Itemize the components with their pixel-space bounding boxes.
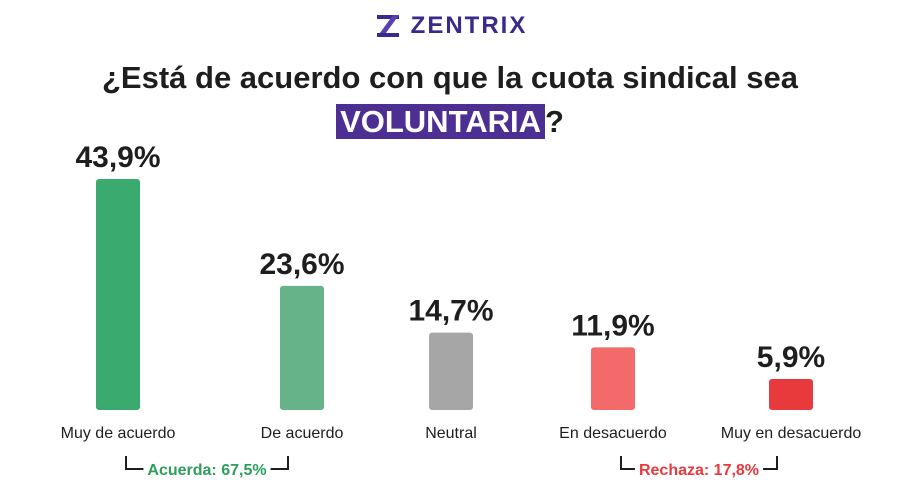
brand-logo: ZENTRIX	[0, 6, 900, 46]
bar-4	[769, 378, 813, 410]
chart-title: ¿Está de acuerdo con que la cuota sindic…	[0, 56, 900, 144]
bar-3	[591, 347, 635, 410]
group-label-0: Acuerda: 67,5%	[147, 462, 266, 479]
title-line-1: ¿Está de acuerdo con que la cuota sindic…	[101, 60, 798, 95]
category-label-1: De acuerdo	[261, 425, 344, 442]
bar-value-label-3: 11,9%	[571, 309, 654, 342]
bar-value-label-4: 5,9%	[757, 341, 825, 374]
title-highlight: VOLUNTARIA	[336, 104, 545, 139]
bar-value-label-1: 23,6%	[259, 248, 344, 281]
category-label-0: Muy de acuerdo	[61, 425, 176, 442]
brand-name: ZENTRIX	[410, 12, 528, 39]
category-label-4: Muy en desacuerdo	[721, 425, 862, 442]
group-bracket-left-0	[125, 456, 144, 470]
category-label-3: En desacuerdo	[559, 425, 667, 442]
group-bracket-right-0	[270, 456, 289, 470]
bar-0	[96, 179, 140, 410]
group-label-1: Rechaza: 17,8%	[639, 462, 759, 479]
bar-1	[280, 285, 324, 410]
group-bracket-right-1	[763, 456, 778, 470]
title-suffix: ?	[544, 104, 564, 139]
group-bracket-left-1	[620, 456, 635, 470]
category-label-2: Neutral	[425, 425, 477, 442]
bar-2	[429, 332, 473, 410]
title-line-2: VOLUNTARIA?	[0, 100, 900, 144]
zentrix-logo-icon	[376, 15, 399, 37]
bar-value-label-2: 14,7%	[408, 295, 493, 328]
bar-value-label-0: 43,9%	[75, 141, 160, 174]
